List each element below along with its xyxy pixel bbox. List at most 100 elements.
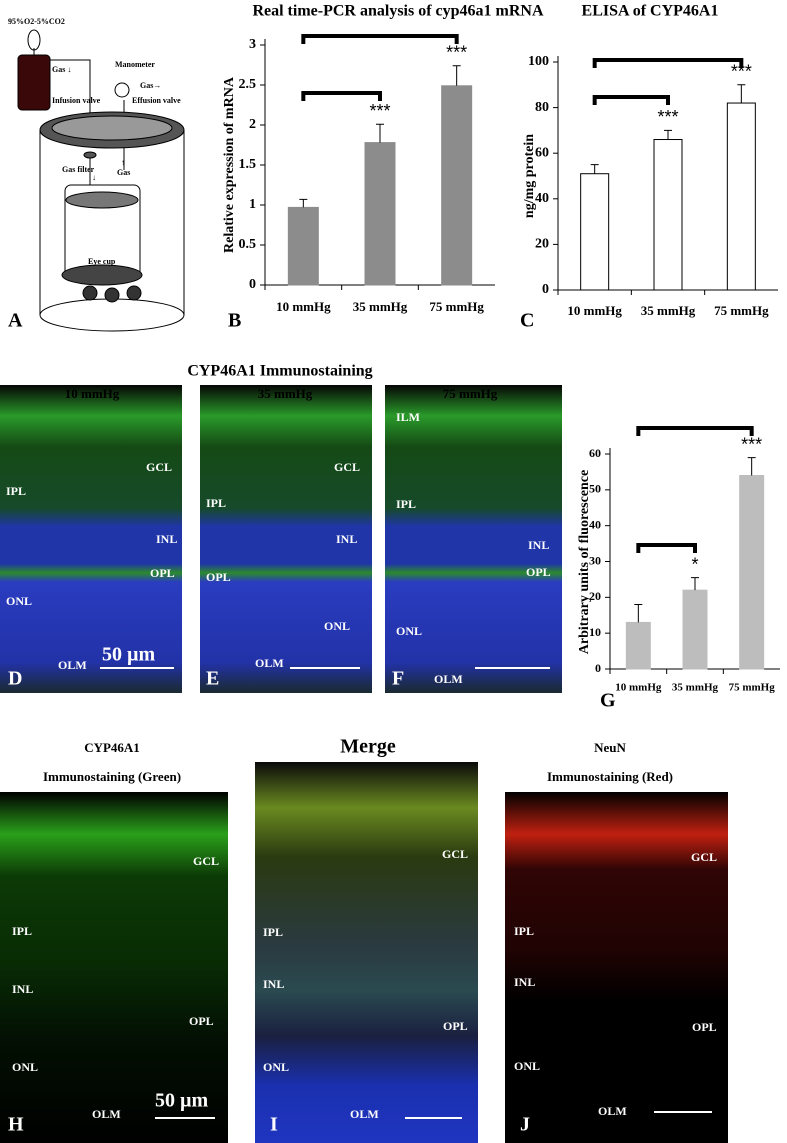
layer-label: OPL: [692, 1020, 717, 1034]
diagram-label: Gas filter: [62, 165, 95, 174]
layer-label: ONL: [6, 594, 32, 608]
panel-title: NeuN: [594, 740, 626, 755]
micrograph-row: [0, 762, 728, 1143]
error-bar: [634, 604, 643, 623]
y-tick-label: 80: [535, 100, 549, 115]
chart-title: Real time-PCR analysis of cyp46a1 mRNA: [252, 3, 544, 20]
x-tick-label: 10 mmHg: [276, 299, 331, 314]
micrograph: [200, 385, 372, 693]
x-tick-label: 35 mmHg: [641, 303, 696, 318]
y-tick-label: 10: [589, 625, 601, 639]
y-tick-label: 2: [249, 117, 256, 132]
layer-label: OPL: [189, 1014, 214, 1028]
bar: [364, 142, 396, 286]
diagram-label: 95%O2-5%CO2: [8, 17, 65, 26]
layer-label: IPL: [12, 924, 32, 938]
error-bar: [664, 129, 672, 140]
panel-letter: G: [600, 690, 616, 712]
y-tick-label: 0: [249, 277, 256, 292]
layer-label: GCL: [442, 847, 468, 861]
y-tick-label: 20: [535, 237, 549, 252]
bar: [739, 475, 765, 670]
x-tick-label: 35 mmHg: [672, 682, 719, 694]
significance-bracket: [592, 58, 744, 68]
layer-label: ONL: [263, 1060, 289, 1074]
bar: [625, 621, 651, 670]
layer-label: ONL: [324, 619, 350, 633]
y-tick-label: 60: [589, 446, 601, 460]
panel-title: 10 mmHg: [65, 386, 120, 401]
panel-title: Immunostaining (Red): [547, 769, 673, 784]
layer-label: ONL: [514, 1059, 540, 1073]
layer-label: GCL: [193, 854, 219, 868]
y-axis-label: ng/mg protein: [522, 134, 537, 218]
layer-label: INL: [156, 532, 177, 546]
y-tick-label: 40: [535, 191, 549, 206]
bar: [726, 102, 756, 291]
layer-label: GCL: [146, 460, 172, 474]
scale-label: 50 µm: [155, 1090, 209, 1112]
panel-letter: B: [228, 310, 241, 332]
layer-label: IPL: [6, 484, 26, 498]
panel-letter: A: [8, 310, 23, 332]
layer-label: INL: [12, 982, 33, 996]
panel-title: Merge: [340, 736, 396, 758]
x-tick-label: 10 mmHg: [567, 303, 622, 318]
significance-label: *: [691, 554, 698, 574]
significance-label: ***: [369, 101, 390, 121]
diagram-label: Gas: [117, 168, 130, 177]
error-bar: [747, 457, 756, 476]
y-tick-label: 40: [589, 517, 601, 531]
section-title: CYP46A1 Immunostaining: [187, 363, 372, 380]
diagram-label: Gas ↓: [52, 65, 71, 74]
layer-label: INL: [263, 977, 284, 991]
y-tick-label: 20: [589, 589, 601, 603]
layer-label: OLM: [255, 656, 284, 670]
micrograph: [255, 762, 478, 1143]
significance-bracket: [636, 543, 697, 553]
error-bar: [590, 164, 599, 174]
bar: [441, 85, 473, 286]
y-tick-label: 50: [589, 482, 601, 496]
layer-label: IPL: [396, 497, 416, 511]
layer-label: IPL: [514, 924, 534, 938]
error-bar: [691, 577, 699, 591]
error-bar: [737, 84, 746, 104]
panel-title: 75 mmHg: [443, 386, 498, 401]
layer-label: OPL: [526, 565, 551, 579]
significance-label: ***: [657, 107, 678, 127]
apparatus-diagram: [17, 29, 185, 332]
diagram-label: ↑: [121, 158, 125, 167]
significance-bracket: [636, 426, 754, 436]
layer-label: INL: [528, 538, 549, 552]
panel-letter: C: [520, 310, 534, 332]
y-tick-label: 1.5: [239, 157, 257, 172]
y-axis-label: Arbitrary units of fluorescence: [577, 470, 592, 654]
layer-label: IPL: [263, 925, 283, 939]
layer-label: GCL: [691, 850, 717, 864]
error-bar: [376, 123, 384, 143]
layer-label: ONL: [12, 1060, 38, 1074]
y-axis-label: Relative expression of mRNA: [222, 76, 237, 253]
layer-label: OLM: [350, 1107, 379, 1121]
diagram-label: Manometer: [115, 60, 155, 69]
y-tick-label: 0.5: [239, 237, 257, 252]
x-tick-label: 75 mmHg: [714, 303, 769, 318]
panel-title: Immunostaining (Green): [43, 769, 181, 784]
panel-letter: I: [270, 1114, 278, 1136]
panel-letter: H: [8, 1114, 24, 1136]
y-tick-label: 0: [542, 282, 549, 297]
error-bar: [299, 198, 308, 208]
micrograph: [505, 792, 728, 1143]
layer-label: ONL: [396, 624, 422, 638]
micrograph-row: [0, 385, 562, 693]
layer-label: IPL: [206, 496, 226, 510]
diagram-label: Gas→: [140, 81, 161, 90]
x-tick-label: 10 mmHg: [615, 682, 662, 694]
micrograph: [0, 385, 182, 693]
significance-label: ***: [741, 434, 762, 454]
y-tick-label: 0: [595, 661, 601, 675]
panel-title: 35 mmHg: [258, 386, 313, 401]
panel-letter: E: [206, 668, 219, 690]
